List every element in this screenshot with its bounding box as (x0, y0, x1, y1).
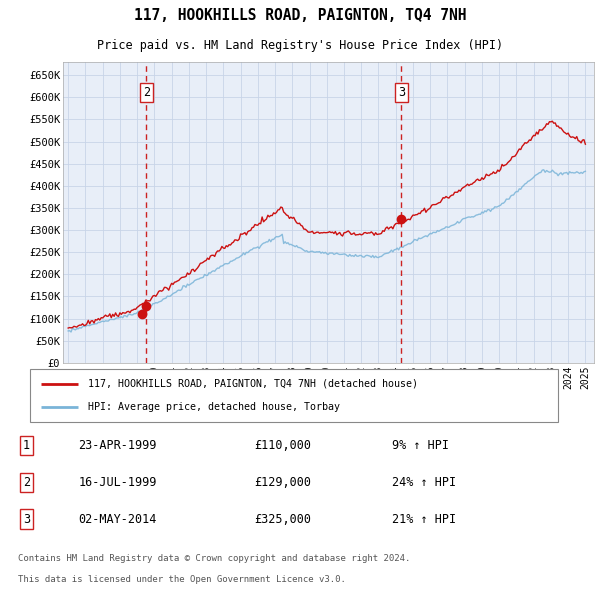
Text: 9% ↑ HPI: 9% ↑ HPI (392, 439, 449, 452)
Text: Price paid vs. HM Land Registry's House Price Index (HPI): Price paid vs. HM Land Registry's House … (97, 39, 503, 53)
Text: 3: 3 (398, 86, 405, 100)
Text: 1: 1 (23, 439, 30, 452)
Text: 117, HOOKHILLS ROAD, PAIGNTON, TQ4 7NH (detached house): 117, HOOKHILLS ROAD, PAIGNTON, TQ4 7NH (… (88, 379, 418, 389)
Text: 23-APR-1999: 23-APR-1999 (78, 439, 157, 452)
Text: 02-MAY-2014: 02-MAY-2014 (78, 513, 157, 526)
Text: 24% ↑ HPI: 24% ↑ HPI (392, 476, 456, 489)
Text: 21% ↑ HPI: 21% ↑ HPI (392, 513, 456, 526)
Text: 2: 2 (143, 86, 150, 100)
FancyBboxPatch shape (30, 369, 558, 422)
Text: £129,000: £129,000 (254, 476, 311, 489)
Text: 2: 2 (23, 476, 30, 489)
Text: 16-JUL-1999: 16-JUL-1999 (78, 476, 157, 489)
Text: HPI: Average price, detached house, Torbay: HPI: Average price, detached house, Torb… (88, 402, 340, 412)
Text: £325,000: £325,000 (254, 513, 311, 526)
Text: £110,000: £110,000 (254, 439, 311, 452)
Text: This data is licensed under the Open Government Licence v3.0.: This data is licensed under the Open Gov… (18, 575, 346, 585)
Text: 117, HOOKHILLS ROAD, PAIGNTON, TQ4 7NH: 117, HOOKHILLS ROAD, PAIGNTON, TQ4 7NH (134, 8, 466, 24)
Text: Contains HM Land Registry data © Crown copyright and database right 2024.: Contains HM Land Registry data © Crown c… (18, 553, 410, 563)
Text: 3: 3 (23, 513, 30, 526)
